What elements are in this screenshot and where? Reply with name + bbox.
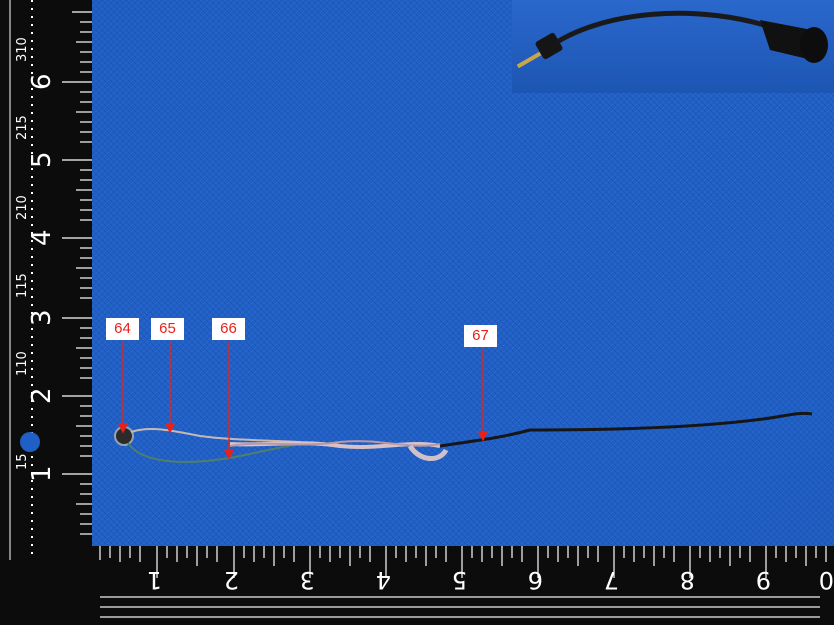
left-inch-1: 1 <box>27 465 57 482</box>
left-inch-5: 5 <box>27 151 57 168</box>
left-inch-4: 4 <box>27 229 57 246</box>
edge-label-15: 15 <box>15 453 30 470</box>
left-inch-3: 3 <box>27 309 57 326</box>
left-inch-6: 6 <box>27 73 57 90</box>
black-cable <box>439 411 813 448</box>
bottom-inch-1: 1 <box>147 566 162 594</box>
left-inch-2: 2 <box>27 387 57 404</box>
bottom-inch-2: 2 <box>224 566 239 594</box>
bottom-ruler-inch-labels: 1 2 3 4 5 6 7 8 9 0 <box>147 566 834 594</box>
bottom-ruler <box>88 546 834 625</box>
edge-label-215: 215 <box>15 115 30 140</box>
bottom-inch-7: 7 <box>604 566 619 594</box>
left-ruler-edge-labels: 310 215 210 115 110 15 <box>15 37 30 470</box>
edge-label-110: 110 <box>15 351 30 376</box>
bottom-inch-6: 6 <box>528 566 543 594</box>
edge-label-210: 210 <box>15 195 30 220</box>
bottom-inch-3: 3 <box>300 566 315 594</box>
inset-photo <box>512 0 834 93</box>
callout-arrows <box>117 342 489 460</box>
callout-66: 66 <box>212 318 245 340</box>
bottom-inch-4: 4 <box>376 566 391 594</box>
callout-65: 65 <box>151 318 184 340</box>
callout-64: 64 <box>106 318 139 340</box>
bottom-inch-8: 8 <box>680 566 695 594</box>
left-ruler <box>0 0 92 625</box>
edge-label-310: 310 <box>15 37 30 62</box>
left-ruler-inch-labels: 6 5 4 3 2 1 <box>27 73 57 482</box>
lead-wire-upper <box>130 428 301 443</box>
cable-assembly <box>114 411 813 463</box>
bottom-inch-5: 5 <box>452 566 467 594</box>
callout-67: 67 <box>464 325 497 347</box>
edge-label-115: 115 <box>15 273 30 298</box>
lead-wire-lower <box>127 442 301 463</box>
bottom-inch-0: 0 <box>819 566 834 594</box>
bottom-inch-9: 9 <box>756 566 771 594</box>
